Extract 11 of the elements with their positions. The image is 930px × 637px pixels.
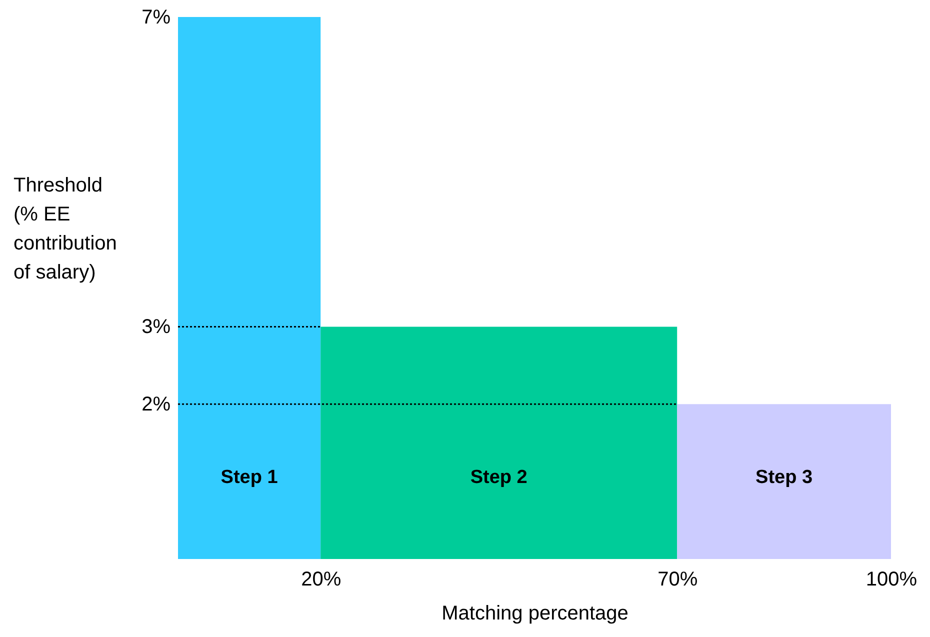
x-tick-label: 20% xyxy=(301,568,342,590)
data-label: Step 1 xyxy=(220,467,278,488)
x-tick-label: 70% xyxy=(658,568,698,590)
x-axis-title: Matching percentage xyxy=(442,602,628,624)
y-tick-label: 7% xyxy=(142,6,171,28)
data-label: Step 3 xyxy=(756,467,813,488)
data-label: Step 2 xyxy=(470,467,528,488)
y-tick-label: 3% xyxy=(142,316,171,338)
y-axis-title: Threshold (% EE contribution of salary) xyxy=(14,174,117,284)
y-tick-label: 2% xyxy=(142,394,171,416)
x-tick-label: 100% xyxy=(866,568,918,590)
